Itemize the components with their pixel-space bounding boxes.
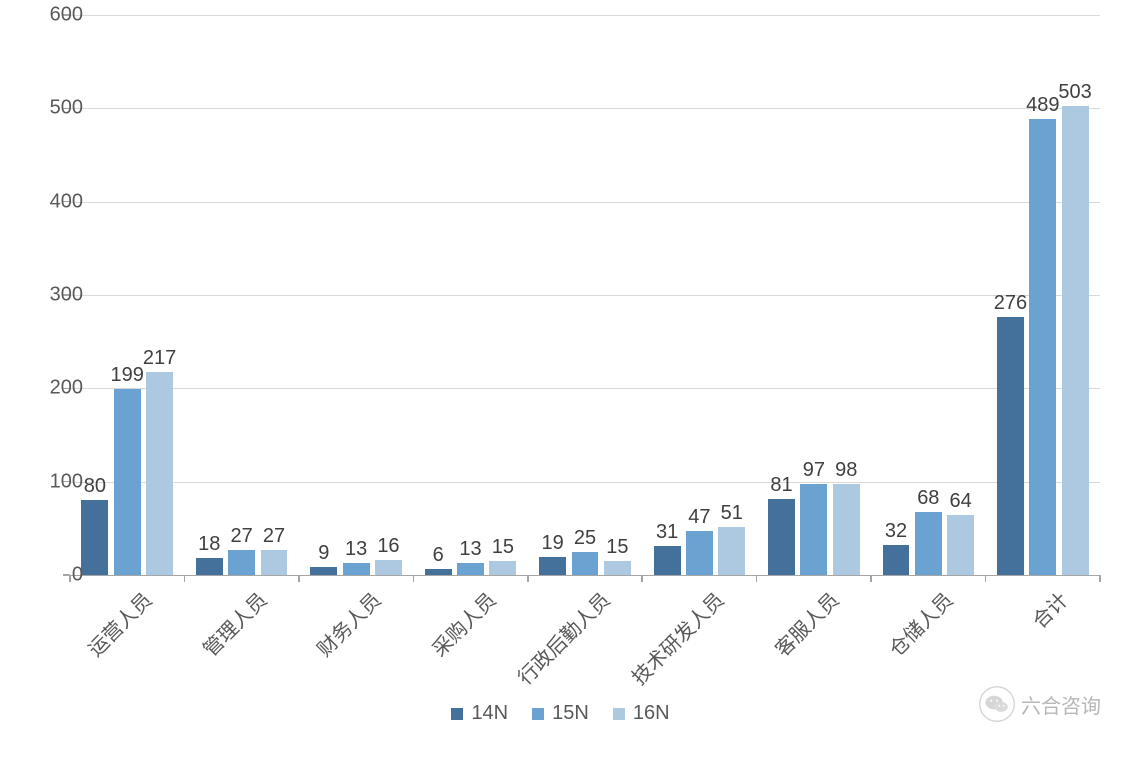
bar-value-label: 19: [542, 532, 564, 557]
bar: 81: [768, 499, 795, 575]
x-axis-label: 财务人员: [356, 575, 436, 618]
category-group: 819798: [768, 15, 860, 575]
bar: 97: [800, 484, 827, 575]
category-group: 9 13 16: [310, 15, 402, 575]
category-group: 314751: [654, 15, 746, 575]
y-tick-label: 200: [23, 377, 83, 400]
plot-area: 80199217运营人员182727管理人员91316财务人员61315采购人员…: [70, 15, 1100, 576]
bar-value-label: 98: [835, 459, 857, 484]
x-axis-label: 运营人员: [127, 575, 207, 618]
legend-swatch: [613, 708, 625, 720]
bar: 80: [81, 500, 108, 575]
bar: 15: [604, 561, 631, 575]
x-axis-label: 仓储人员: [928, 575, 1008, 618]
bar-value-label: 47: [688, 506, 710, 531]
bar: 51: [718, 527, 745, 575]
bar: 18: [196, 558, 223, 575]
bar-value-label: 80: [84, 475, 106, 500]
legend-label: 15N: [552, 702, 589, 725]
watermark-text: 六合咨询: [1021, 690, 1101, 719]
bar-value-label: 217: [143, 347, 176, 372]
bar-chart: 80199217运营人员182727管理人员91316财务人员61315采购人员…: [0, 0, 1121, 757]
watermark: 六合咨询: [979, 686, 1101, 722]
wechat-icon: [979, 686, 1015, 722]
category-group: 80199217: [81, 15, 173, 575]
category-group: 6 13 15: [425, 15, 517, 575]
legend-item: 14N: [451, 702, 508, 725]
bar-value-label: 32: [885, 520, 907, 545]
y-tick-label: 100: [23, 470, 83, 493]
x-axis-label: 管理人员: [242, 575, 322, 618]
bar: 199: [114, 389, 141, 575]
y-tick-label: 400: [23, 190, 83, 213]
bar-value-label: 68: [917, 487, 939, 512]
bar-value-label: 276: [994, 292, 1027, 317]
bar: 489: [1029, 119, 1056, 575]
legend-swatch: [451, 708, 463, 720]
category-group: 182727: [196, 15, 288, 575]
bar-value-label: 15: [606, 536, 628, 561]
x-tick-mark: [1099, 575, 1101, 582]
bar-value-label: 81: [770, 474, 792, 499]
legend-swatch: [532, 708, 544, 720]
bar-value-label: 13: [345, 538, 367, 563]
bar-value-label: 27: [263, 525, 285, 550]
bar-value-label: 31: [656, 521, 678, 546]
bar: 6: [425, 569, 452, 575]
bar: 9: [310, 567, 337, 575]
bar: 19: [539, 557, 566, 575]
bar-value-label: 18: [198, 533, 220, 558]
bar: 13: [457, 563, 484, 575]
legend-label: 14N: [471, 702, 508, 725]
bar: 64: [947, 515, 974, 575]
y-tick-label: 500: [23, 97, 83, 120]
legend-label: 16N: [633, 702, 670, 725]
x-axis-label: 客服人员: [814, 575, 894, 618]
bar-value-label: 199: [111, 364, 144, 389]
bar: 13: [343, 563, 370, 575]
x-axis-label: 采购人员: [471, 575, 551, 618]
bar-value-label: 503: [1058, 81, 1091, 106]
y-tick-label: 600: [23, 4, 83, 27]
bar-value-label: 15: [492, 536, 514, 561]
category-group: 19 25 15: [539, 15, 631, 575]
bar: 68: [915, 512, 942, 575]
bar: 217: [146, 372, 173, 575]
bar: 32: [883, 545, 910, 575]
y-tick-label: 0: [23, 564, 83, 587]
bar: 503: [1062, 106, 1089, 575]
bar-value-label: 25: [574, 527, 596, 552]
bar: 27: [228, 550, 255, 575]
bar-value-label: 9: [318, 542, 329, 567]
bar-value-label: 489: [1026, 94, 1059, 119]
bar-value-label: 6: [433, 544, 444, 569]
bar: 25: [572, 552, 599, 575]
bar-value-label: 97: [803, 459, 825, 484]
bar-value-label: 64: [950, 490, 972, 515]
legend-item: 15N: [532, 702, 589, 725]
bar: 16: [375, 560, 402, 575]
bar: 98: [833, 484, 860, 575]
bar-value-label: 16: [377, 535, 399, 560]
bar: 47: [686, 531, 713, 575]
y-tick-label: 300: [23, 284, 83, 307]
bar: 276: [997, 317, 1024, 575]
bar-value-label: 51: [721, 502, 743, 527]
bar: 15: [489, 561, 516, 575]
category-group: 326864: [883, 15, 975, 575]
x-axis-label: 合计: [1043, 575, 1083, 618]
bar: 27: [261, 550, 288, 575]
bar: 31: [654, 546, 681, 575]
category-group: 276489503: [997, 15, 1089, 575]
legend: 14N 15N 16N: [0, 702, 1121, 726]
legend-item: 16N: [613, 702, 670, 725]
bar-value-label: 13: [459, 538, 481, 563]
bar-value-label: 27: [231, 525, 253, 550]
